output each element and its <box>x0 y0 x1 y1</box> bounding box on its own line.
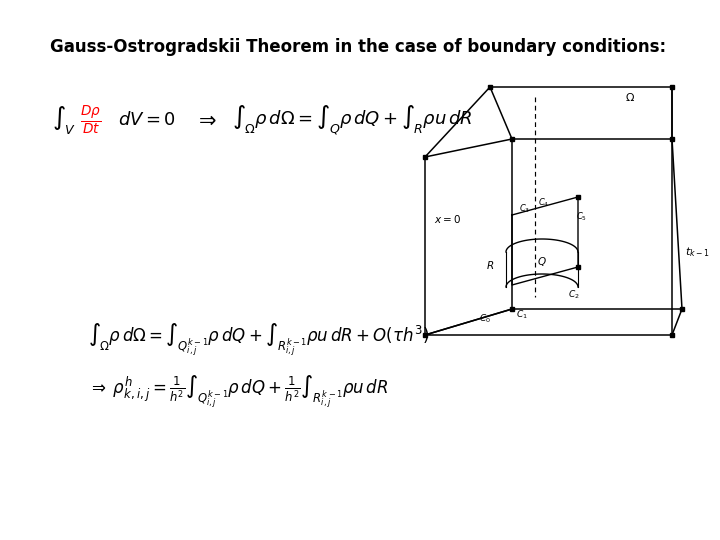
Text: $C_0$: $C_0$ <box>479 313 491 325</box>
Text: $C_2$: $C_2$ <box>568 289 580 301</box>
Text: $C_1$: $C_1$ <box>516 309 528 321</box>
Text: $\int_{\Omega}\rho\,d\Omega = \int_{Q_{i,j}^{k-1}}\rho\,dQ + \int_{R_{i,j}^{k-1}: $\int_{\Omega}\rho\,d\Omega = \int_{Q_{i… <box>88 322 429 358</box>
Text: $R$: $R$ <box>486 259 494 271</box>
Text: $C_3$: $C_3$ <box>519 202 531 215</box>
Text: $\int_V$: $\int_V$ <box>52 104 76 136</box>
Text: $\Omega$: $\Omega$ <box>625 91 635 103</box>
Text: $\frac{D\rho}{Dt}$: $\frac{D\rho}{Dt}$ <box>80 104 102 137</box>
Text: $C_5$: $C_5$ <box>577 211 588 223</box>
Text: $\Rightarrow$: $\Rightarrow$ <box>194 110 216 130</box>
Text: $C_4$: $C_4$ <box>539 197 549 209</box>
Text: $x=0$: $x=0$ <box>434 213 461 225</box>
Text: $\Rightarrow\; \rho_{k,i,j}^{h} = \frac{1}{h^2}\int_{Q_{i,j}^{k-1}}\rho\,dQ + \f: $\Rightarrow\; \rho_{k,i,j}^{h} = \frac{… <box>88 374 388 410</box>
Text: Gauss-Ostrogradskii Theorem in the case of boundary conditions:: Gauss-Ostrogradskii Theorem in the case … <box>50 38 666 56</box>
Text: $t_{k-1}$: $t_{k-1}$ <box>685 245 710 259</box>
Text: $Q$: $Q$ <box>537 254 547 267</box>
Text: $\int_{\Omega}\rho\,d\Omega = \int_{Q}\rho\,dQ + \int_{R}\rho u\,dR$: $\int_{\Omega}\rho\,d\Omega = \int_{Q}\r… <box>232 103 473 137</box>
Text: $dV = 0$: $dV = 0$ <box>118 111 176 129</box>
